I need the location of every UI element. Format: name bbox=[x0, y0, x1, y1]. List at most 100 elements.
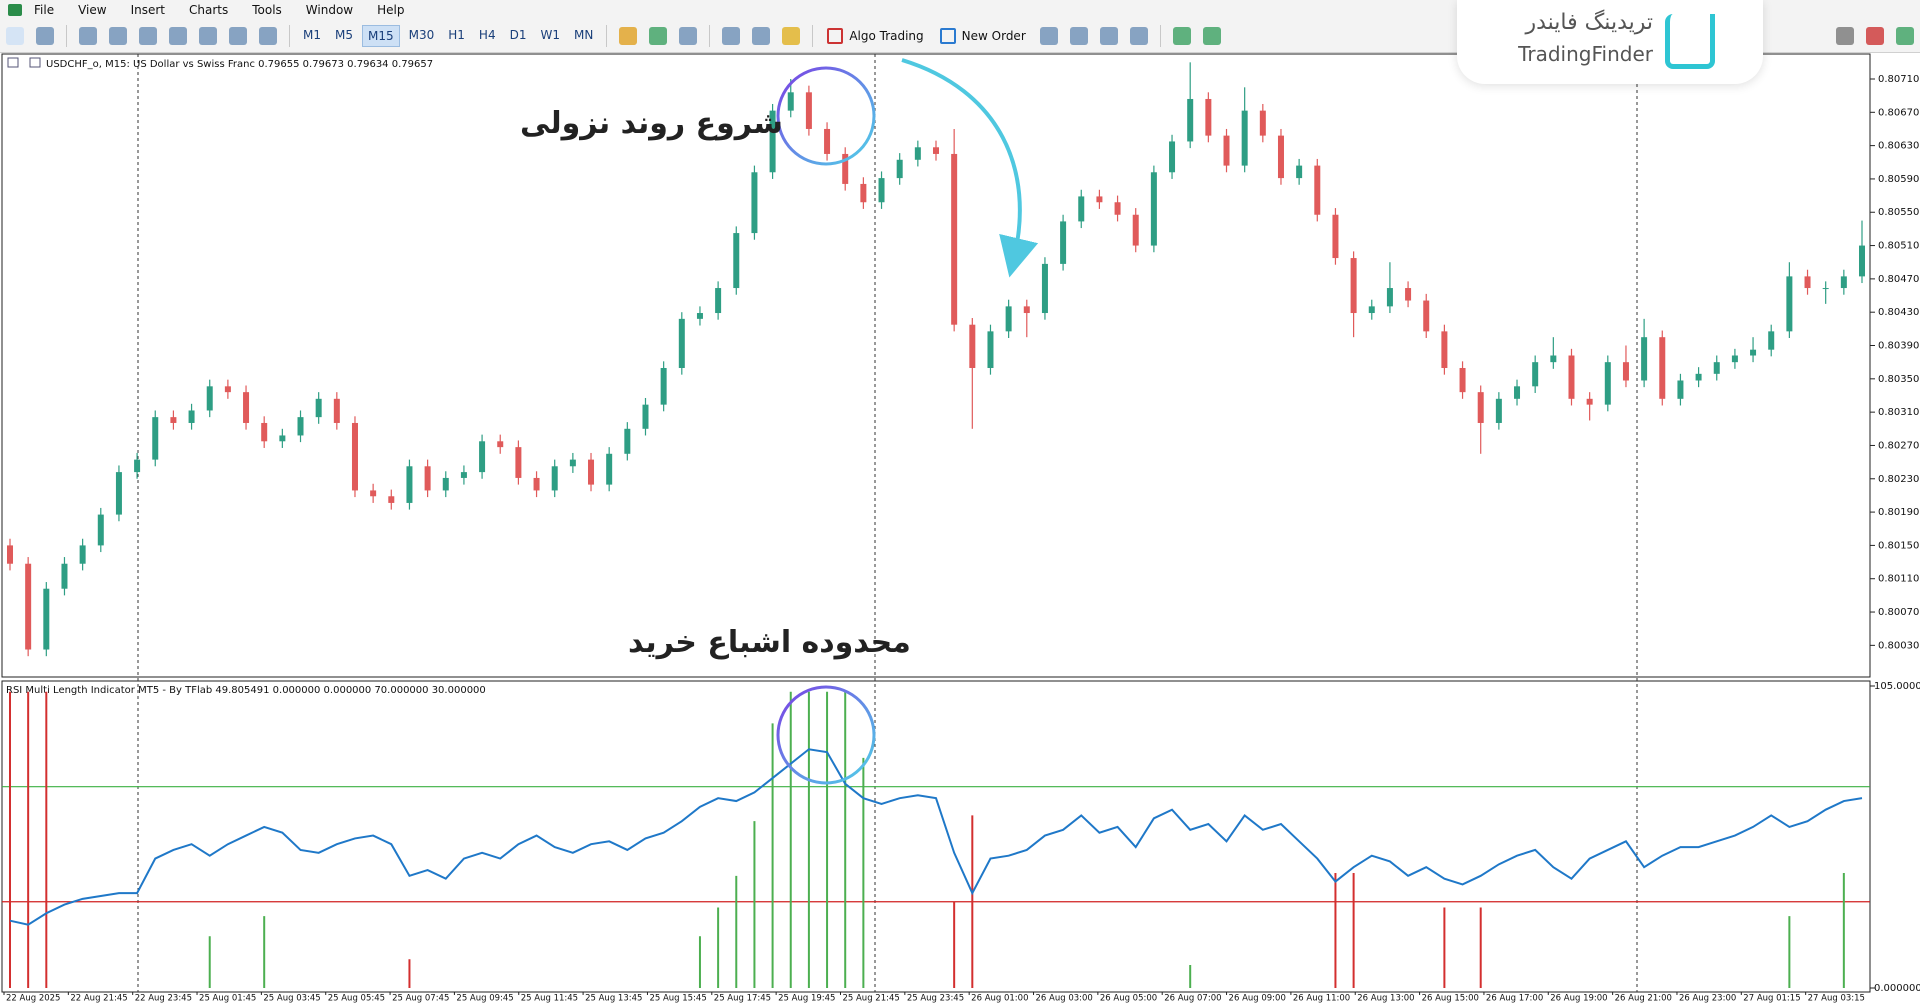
menu-item[interactable]: View bbox=[78, 3, 107, 17]
candle-body bbox=[1822, 288, 1829, 290]
text-tool[interactable] bbox=[229, 27, 247, 45]
candle-body bbox=[1296, 165, 1303, 179]
logo-persian: تریدینگ فایندر bbox=[1525, 10, 1653, 35]
templates[interactable] bbox=[752, 27, 771, 45]
candle-body bbox=[261, 422, 268, 442]
objects[interactable] bbox=[679, 27, 698, 45]
chart-shift[interactable] bbox=[1202, 27, 1221, 45]
candle-body bbox=[1423, 300, 1430, 332]
profiles[interactable] bbox=[619, 27, 638, 45]
shapes-tool[interactable] bbox=[259, 27, 277, 45]
timeframe-button[interactable]: D1 bbox=[509, 28, 527, 42]
x-tick-label: 22 Aug 21:45 bbox=[70, 994, 127, 1003]
candle-body bbox=[1550, 355, 1557, 363]
x-tick-label: 25 Aug 13:45 bbox=[585, 994, 642, 1003]
candle-body bbox=[134, 459, 141, 473]
crosshair-tool[interactable] bbox=[36, 27, 54, 45]
line-tool[interactable] bbox=[79, 27, 97, 45]
separator bbox=[1159, 25, 1161, 47]
notifications[interactable] bbox=[1866, 27, 1884, 45]
candle-body bbox=[842, 153, 849, 184]
channel-tool[interactable] bbox=[169, 27, 187, 45]
indicators[interactable] bbox=[649, 27, 668, 45]
menu-item[interactable]: File bbox=[34, 3, 55, 17]
menu-bar: File View Insert Charts Tools Window Help bbox=[0, 0, 1920, 20]
candle-body bbox=[297, 417, 304, 436]
candle-body bbox=[424, 466, 431, 491]
separator bbox=[289, 25, 290, 47]
algo-trading-button[interactable]: Algo Trading bbox=[827, 28, 924, 44]
menu-item[interactable]: Insert bbox=[130, 3, 165, 17]
autoscroll[interactable] bbox=[1172, 27, 1191, 45]
timeframe-button[interactable]: M30 bbox=[408, 28, 435, 42]
candle-body bbox=[497, 441, 504, 448]
x-tick-label: 25 Aug 05:45 bbox=[328, 994, 385, 1003]
market[interactable] bbox=[782, 27, 801, 45]
candle-body bbox=[1586, 398, 1593, 405]
candle-body bbox=[115, 472, 122, 515]
candle-body bbox=[370, 490, 377, 497]
candle-body bbox=[1840, 276, 1847, 289]
candle-body bbox=[1205, 98, 1212, 136]
candle-body bbox=[243, 392, 250, 423]
candle-body bbox=[170, 417, 177, 423]
y-tick-label: 0.80070 bbox=[1878, 607, 1919, 618]
timeframe-button[interactable]: H1 bbox=[448, 28, 465, 42]
candle-body bbox=[1277, 135, 1284, 179]
timeframe-button[interactable]: M1 bbox=[303, 28, 321, 42]
menu-item[interactable]: Help bbox=[377, 3, 405, 17]
menu-item[interactable]: Window bbox=[305, 3, 354, 17]
candle-body bbox=[1532, 362, 1539, 387]
hline-tool[interactable] bbox=[109, 27, 127, 45]
y-tick-label: 0.80550 bbox=[1878, 207, 1919, 218]
candle-body bbox=[1114, 202, 1121, 215]
candle-body bbox=[1568, 355, 1575, 399]
x-tick-label: 26 Aug 19:00 bbox=[1550, 994, 1607, 1003]
tile[interactable] bbox=[1099, 27, 1118, 45]
candle-body bbox=[1804, 276, 1811, 289]
chart-icon bbox=[29, 57, 41, 68]
x-tick-label: 26 Aug 21:00 bbox=[1615, 994, 1672, 1003]
menu-item[interactable]: Charts bbox=[189, 3, 229, 17]
timeframe-button[interactable]: W1 bbox=[540, 28, 560, 42]
search[interactable] bbox=[1836, 27, 1854, 45]
x-tick-label: 26 Aug 23:00 bbox=[1679, 994, 1736, 1003]
menu-item[interactable]: Tools bbox=[252, 3, 282, 17]
rsi-line bbox=[9, 748, 1863, 926]
chart-type[interactable] bbox=[722, 27, 741, 45]
annotation: محدوده اشباع خرید bbox=[628, 625, 911, 660]
timeframe-button[interactable]: H4 bbox=[478, 28, 496, 42]
new-order-label: New Order bbox=[961, 29, 1026, 43]
candle-body bbox=[715, 288, 722, 314]
x-tick-label: 25 Aug 21:45 bbox=[842, 994, 899, 1003]
fibo-tool[interactable] bbox=[199, 27, 217, 45]
candle-body bbox=[824, 128, 831, 154]
timeframe-button[interactable]: MN bbox=[573, 28, 594, 42]
candle-body bbox=[1859, 245, 1865, 277]
timeframe-button[interactable]: M5 bbox=[335, 28, 353, 42]
candle-body bbox=[1187, 98, 1194, 142]
y-tick-label: 0.80430 bbox=[1878, 307, 1919, 318]
candle-body bbox=[551, 466, 558, 491]
logo-latin: TradingFinder bbox=[1518, 42, 1653, 66]
timeframe-button[interactable]: M15 bbox=[362, 25, 400, 47]
candle-body bbox=[987, 331, 994, 368]
candle-body bbox=[696, 313, 703, 319]
candle-body bbox=[1514, 386, 1521, 399]
signals[interactable] bbox=[1896, 27, 1914, 45]
highlight-circle bbox=[776, 685, 876, 785]
y-tick-label: 0.80110 bbox=[1878, 574, 1919, 585]
zoom-out[interactable] bbox=[1069, 27, 1088, 45]
zoom-in[interactable] bbox=[1039, 27, 1058, 45]
y-tick-label: 0.80310 bbox=[1878, 407, 1919, 418]
candle-body bbox=[787, 92, 794, 111]
cursor-tool[interactable] bbox=[6, 27, 24, 45]
trend-tool[interactable] bbox=[139, 27, 157, 45]
candle-body bbox=[1459, 367, 1466, 393]
scroll[interactable] bbox=[1129, 27, 1148, 45]
y-tick-label: 0.80350 bbox=[1878, 374, 1919, 385]
y-tick-label: 0.80670 bbox=[1878, 107, 1919, 118]
new-order-button[interactable]: New Order bbox=[939, 28, 1026, 44]
y-tick-label: 0.80030 bbox=[1878, 640, 1919, 651]
